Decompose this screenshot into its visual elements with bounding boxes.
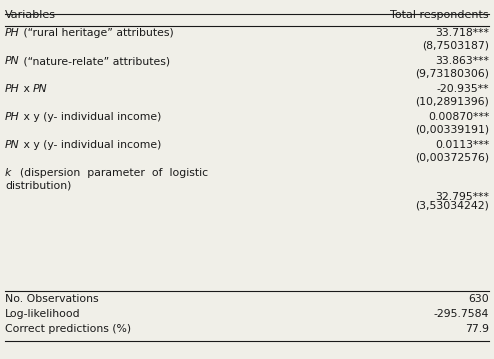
Text: (10,2891396): (10,2891396)	[415, 96, 489, 106]
Text: (0,00339191): (0,00339191)	[415, 124, 489, 134]
Text: 33.718***: 33.718***	[435, 28, 489, 38]
Text: (3,53034242): (3,53034242)	[415, 200, 489, 210]
Text: 33.863***: 33.863***	[435, 56, 489, 66]
Text: PN: PN	[33, 84, 47, 94]
Text: Total respondents: Total respondents	[390, 10, 489, 20]
Text: (0,00372576): (0,00372576)	[415, 152, 489, 162]
Text: PH: PH	[5, 112, 20, 122]
Text: Variables: Variables	[5, 10, 56, 20]
Text: x y (y- individual income): x y (y- individual income)	[20, 112, 161, 122]
Text: 630: 630	[468, 294, 489, 304]
Text: 0.00870***: 0.00870***	[428, 112, 489, 122]
Text: PN: PN	[5, 56, 20, 66]
Text: PN: PN	[5, 140, 20, 150]
Text: 77.9: 77.9	[465, 324, 489, 334]
Text: Log-likelihood: Log-likelihood	[5, 309, 81, 319]
Text: No. Observations: No. Observations	[5, 294, 99, 304]
Text: -20.935**: -20.935**	[437, 84, 489, 94]
Text: (8,7503187): (8,7503187)	[422, 40, 489, 50]
Text: PH: PH	[5, 84, 20, 94]
Text: x: x	[20, 84, 33, 94]
Text: -295.7584: -295.7584	[434, 309, 489, 319]
Text: (“nature-relate” attributes): (“nature-relate” attributes)	[20, 56, 170, 66]
Text: (dispersion  parameter  of  logistic: (dispersion parameter of logistic	[13, 168, 208, 178]
Text: Correct predictions (%): Correct predictions (%)	[5, 324, 131, 334]
Text: 32.795***: 32.795***	[435, 192, 489, 202]
Text: distribution): distribution)	[5, 180, 71, 190]
Text: k: k	[5, 168, 11, 178]
Text: x y (y- individual income): x y (y- individual income)	[20, 140, 161, 150]
Text: (“rural heritage” attributes): (“rural heritage” attributes)	[20, 28, 173, 38]
Text: 0.0113***: 0.0113***	[435, 140, 489, 150]
Text: (9,73180306): (9,73180306)	[415, 68, 489, 78]
Text: PH: PH	[5, 28, 20, 38]
